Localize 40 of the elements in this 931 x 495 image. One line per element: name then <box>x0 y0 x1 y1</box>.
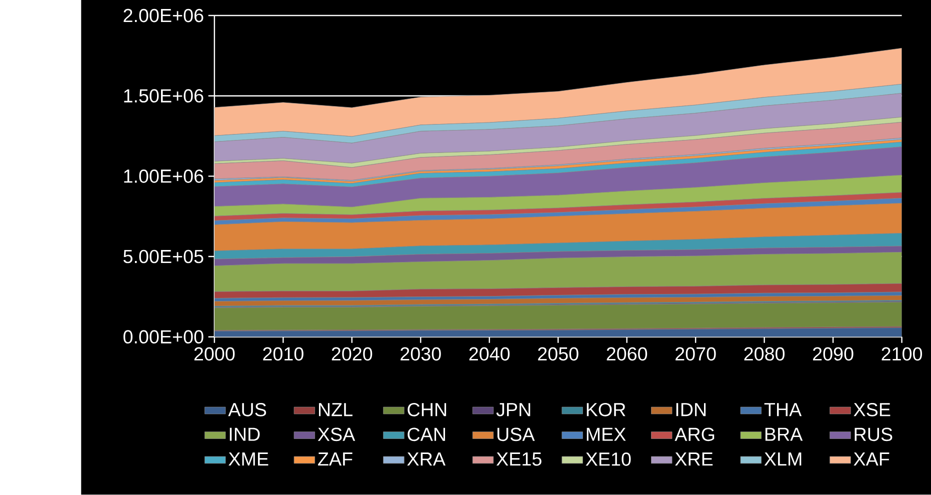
legend-label: THA <box>764 403 802 416</box>
legend-label: XSA <box>318 428 356 442</box>
legend-label: ARG <box>674 428 714 442</box>
legend-label: MEX <box>586 428 626 441</box>
legend-label: XE10 <box>586 452 631 466</box>
y-tick-label: 0.00E+00 <box>123 330 204 344</box>
y-tick-label: 1.50E+06 <box>124 89 204 103</box>
legend-label: XRE <box>675 452 713 466</box>
x-tick-label: 2050 <box>538 347 578 361</box>
legend-label: XLM <box>764 452 802 466</box>
legend-label: XME <box>228 452 268 466</box>
legend-label: XRA <box>407 452 446 466</box>
x-tick-label: 2000 <box>194 347 235 361</box>
x-tick-label: 2090 <box>813 347 854 361</box>
legend-label: AUS <box>228 403 266 416</box>
legend-label: IND <box>230 428 260 441</box>
x-tick-label: 2030 <box>400 347 441 361</box>
y-tick-label: 2.00E+06 <box>124 8 204 22</box>
legend-label: XE15 <box>496 452 542 466</box>
x-tick-label: 2010 <box>263 347 304 361</box>
x-tick-label: 2080 <box>744 347 785 361</box>
legend-label: BRA <box>765 428 803 441</box>
legend-label: USA <box>497 428 535 442</box>
legend-label: XSE <box>854 403 890 416</box>
legend-label: KOR <box>586 403 626 416</box>
legend-label: IDN <box>676 403 706 416</box>
legend-label: NZL <box>318 403 352 416</box>
x-tick-label: 2060 <box>606 347 648 361</box>
legend-label: RUS <box>854 428 892 442</box>
x-tick-label: 2070 <box>676 347 716 361</box>
y-tick-label: 1.00E+06 <box>124 170 204 183</box>
y-tick-label: 5.00E+05 <box>124 250 204 264</box>
x-tick-label: 2040 <box>469 347 510 361</box>
legend-label: CHN <box>408 403 446 416</box>
legend-label: JPN <box>496 403 530 416</box>
legend-label: CAN <box>408 428 446 442</box>
x-tick-label: 2100 <box>882 347 922 361</box>
x-tick-label: 2020 <box>332 347 372 361</box>
legend-label: ZAF <box>318 452 352 466</box>
legend-label: XAF <box>854 452 890 466</box>
